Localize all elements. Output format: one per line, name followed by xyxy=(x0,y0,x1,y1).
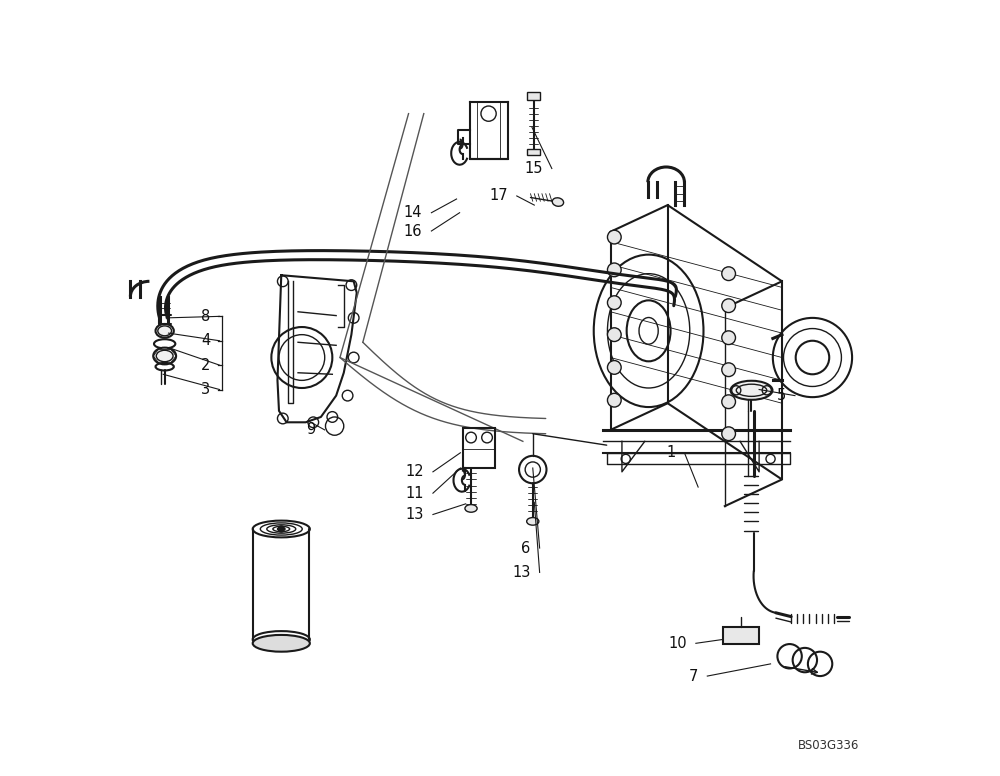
Text: 4: 4 xyxy=(201,333,210,348)
Ellipse shape xyxy=(156,324,174,338)
Text: 3: 3 xyxy=(201,382,210,397)
Circle shape xyxy=(607,361,621,374)
Circle shape xyxy=(607,230,621,244)
Ellipse shape xyxy=(465,504,477,512)
Ellipse shape xyxy=(253,635,310,652)
Bar xyxy=(527,149,540,154)
Bar xyxy=(527,92,540,100)
Text: 1: 1 xyxy=(666,445,675,460)
Text: 16: 16 xyxy=(404,223,422,238)
Text: 14: 14 xyxy=(404,205,422,220)
Text: BS03G336: BS03G336 xyxy=(798,740,860,752)
Text: 15: 15 xyxy=(524,161,543,176)
Text: 8: 8 xyxy=(201,309,210,324)
Circle shape xyxy=(722,299,735,313)
Text: 11: 11 xyxy=(405,486,424,501)
Ellipse shape xyxy=(552,198,564,206)
Circle shape xyxy=(607,393,621,407)
Text: 12: 12 xyxy=(405,464,424,480)
Bar xyxy=(463,428,495,468)
Ellipse shape xyxy=(731,381,772,400)
Circle shape xyxy=(722,395,735,409)
Text: 7: 7 xyxy=(689,669,698,684)
Circle shape xyxy=(722,363,735,376)
Bar xyxy=(723,627,759,644)
Text: 9: 9 xyxy=(306,422,316,438)
Circle shape xyxy=(607,327,621,341)
Text: 13: 13 xyxy=(405,507,424,522)
Text: 13: 13 xyxy=(512,565,530,580)
Text: 17: 17 xyxy=(489,189,508,203)
Ellipse shape xyxy=(153,348,176,365)
Circle shape xyxy=(722,267,735,281)
Text: 10: 10 xyxy=(668,636,687,651)
Circle shape xyxy=(722,427,735,441)
Circle shape xyxy=(722,331,735,345)
Circle shape xyxy=(278,526,284,532)
Circle shape xyxy=(607,263,621,277)
Text: 5: 5 xyxy=(777,388,786,403)
Text: 6: 6 xyxy=(521,541,530,556)
Ellipse shape xyxy=(527,518,539,525)
Text: 2: 2 xyxy=(201,358,210,372)
Circle shape xyxy=(607,296,621,310)
